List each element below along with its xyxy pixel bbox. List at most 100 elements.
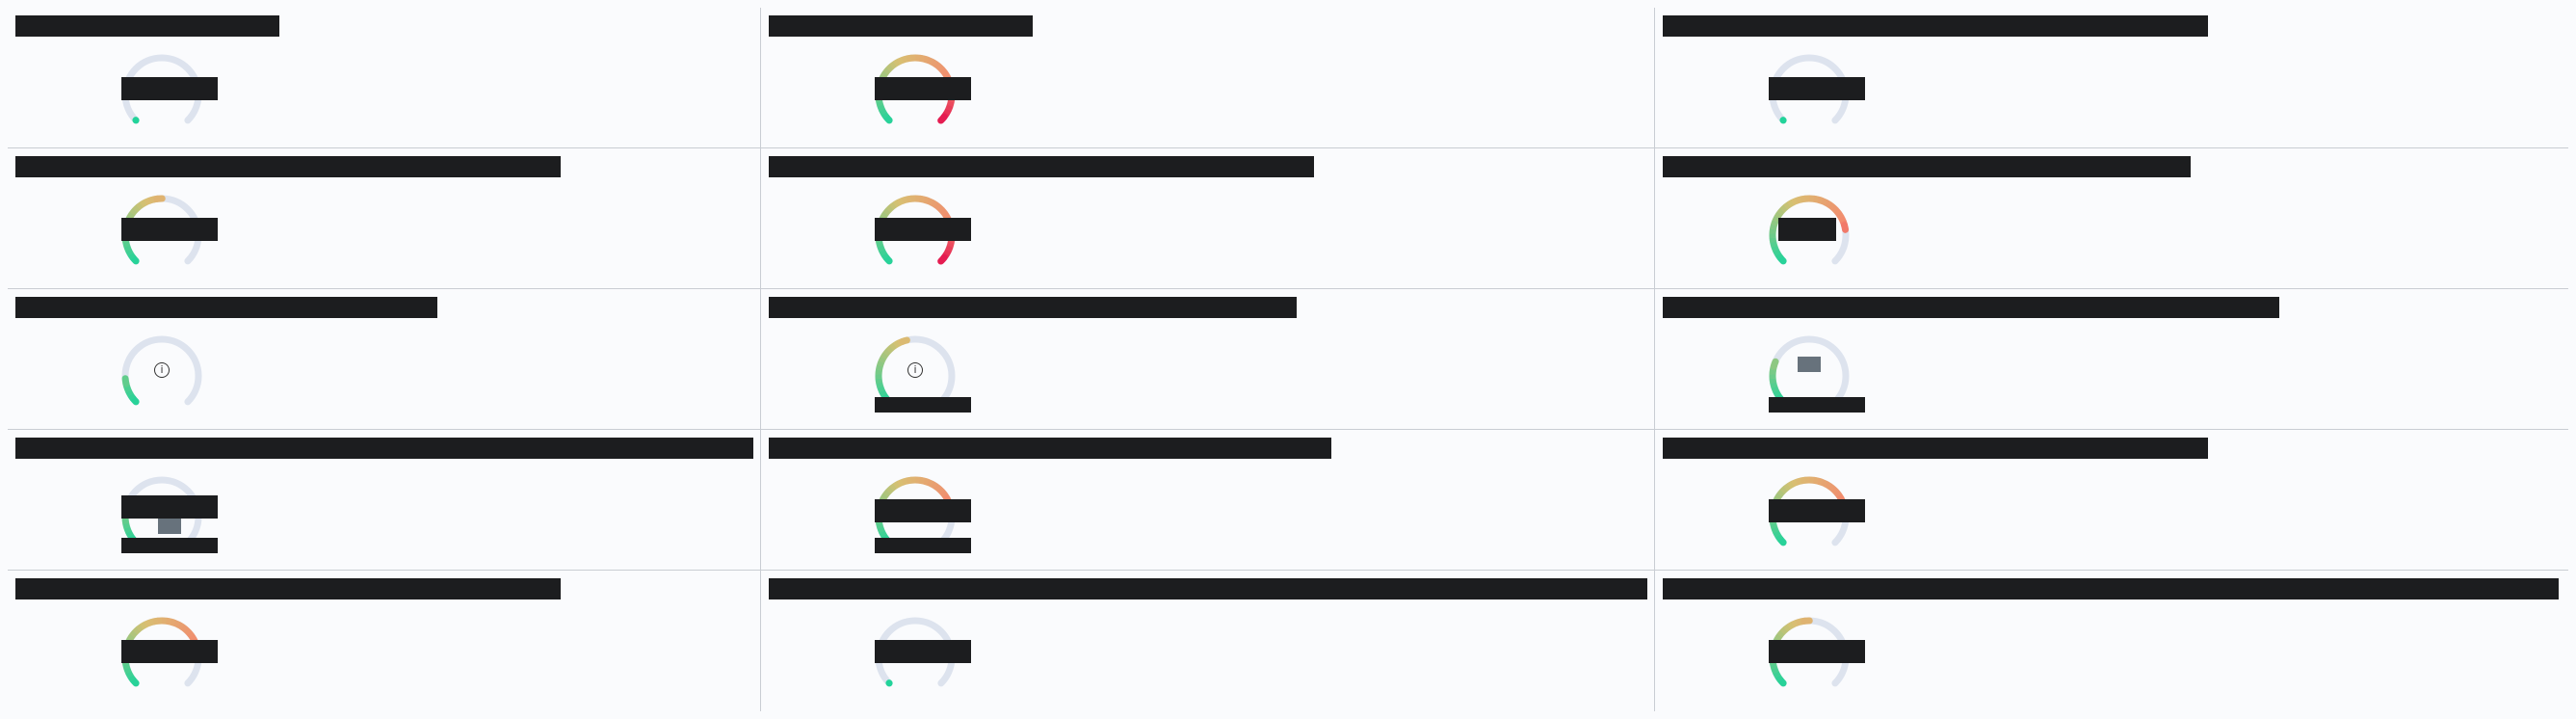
gauge-fill-segment [132,626,141,635]
gauge-fill-segment [1776,207,1785,216]
gauge-card [8,148,761,289]
gauge-fill-segment [1791,197,1799,206]
gauge-fill-segment [144,197,151,206]
gauge-fill-segment [877,386,885,393]
gauge-fill-segment [129,629,138,638]
gauge-fill-segment [892,199,901,208]
value-redacted [875,538,971,553]
gauge-fill-segment [885,345,894,354]
card-title-redacted [769,438,1331,459]
gauge-fill-segment [879,389,887,397]
info-icon[interactable]: i [154,362,170,378]
gauge-fill-segment [889,483,898,492]
gauge-card [761,148,1655,289]
gauge-fill-segment [892,339,901,349]
gauge-fill-segment [123,386,132,393]
gauge-fill-segment [1771,219,1779,226]
gauge-fill-segment [879,530,887,538]
gauge-fill-segment [1841,222,1850,233]
gauge-fill-segment [1773,530,1781,538]
gauge-fill-segment [1791,478,1799,488]
gauge-fill-segment [933,201,942,210]
gauge-fill-segment [880,211,889,220]
gauge-fill-segment [926,479,934,488]
gauge-fill-segment [1769,378,1777,385]
gauge-fill-segment [1827,483,1836,492]
gauge-fill-segment [876,364,883,371]
gauge-fill-segment [919,195,925,203]
gauge-card [1655,148,2568,289]
gauge-fill-segment [881,252,889,260]
gauge-fill-segment [1833,207,1842,216]
gauge-fill-segment [1776,489,1785,497]
gauge-fill-segment [129,676,140,687]
gauge-fill-segment [1779,204,1788,213]
gauge-fill-segment [878,356,887,363]
card-title-redacted [769,15,1033,37]
value-redacted [1769,499,1865,522]
gauge-fill-segment [1779,486,1788,494]
gauge-fill-segment [901,477,908,486]
gauge-fill-segment [1820,479,1828,488]
gauge-fill-segment [1820,198,1828,206]
gauge-fill-segment [946,241,955,249]
gauge-fill-segment [1786,621,1795,630]
gauge-fill-segment [882,489,891,497]
gauge-fill-segment [923,477,930,486]
gauge-card [761,430,1655,571]
gauge-fill-segment [1783,624,1792,632]
value-redacted [121,218,218,241]
gauge-fill-segment [877,104,885,112]
gauge-fill-segment [1771,245,1779,253]
gauge-fill-segment [1800,195,1806,203]
gauge-fill-segment [880,70,889,79]
gauge-fill-segment [172,620,181,628]
gauge-fill-segment [885,486,894,494]
gauge-fill-segment [1774,674,1783,682]
gauge-fill-segment [1783,483,1792,492]
gauge-fill-segment [880,493,889,501]
card-title-redacted [15,156,561,177]
gauge-fill-segment [123,245,132,253]
gauge-fill-segment [125,249,134,256]
gauge-fill-segment [906,54,912,63]
gauge-fill-segment [1774,211,1783,220]
value-redacted [1778,218,1836,241]
gauge-fill-segment [923,55,930,64]
gauge-fill-segment [876,522,884,529]
gauge-fill-segment [926,57,934,66]
value-redacted [875,499,971,522]
gauge-card [8,430,761,571]
gauge-fill-segment [943,108,952,116]
gauge-fill-segment [946,100,955,108]
gauge-fill-segment [880,352,889,360]
card-title-redacted [769,156,1314,177]
gauge-fill-segment [875,378,883,385]
gauge-fill-segment [926,198,934,206]
gauge-fill-segment [930,200,938,208]
gauge-fill-segment [906,476,912,485]
info-icon[interactable]: i [907,362,923,378]
gauge-fill-segment [876,241,884,248]
gauge-fill-segment [1776,253,1787,265]
gauge-grid: i i [8,8,2568,711]
gauge-fill-segment [1773,249,1781,256]
card-title-redacted [15,578,561,599]
gauge-fill-segment [936,64,945,72]
gauge-fill-segment [879,108,887,116]
gauge-fill-segment [1813,195,1819,203]
gauge-fill-segment [1817,477,1824,486]
card-title-redacted [1663,438,2208,459]
gauge-fill-segment [1776,535,1787,546]
card-title-redacted [1663,156,2191,177]
gauge-fill-segment [1795,618,1802,626]
card-title-redacted [15,438,753,459]
gauge-fill-segment [1772,215,1781,223]
value-redacted [1769,77,1865,100]
gauge-fill-segment [176,622,185,630]
gauge-card [1655,430,2568,571]
gauge-fill-segment [899,336,910,345]
status-marker [1798,357,1821,372]
gauge-card [761,8,1655,148]
gauge-fill-segment [122,663,131,670]
